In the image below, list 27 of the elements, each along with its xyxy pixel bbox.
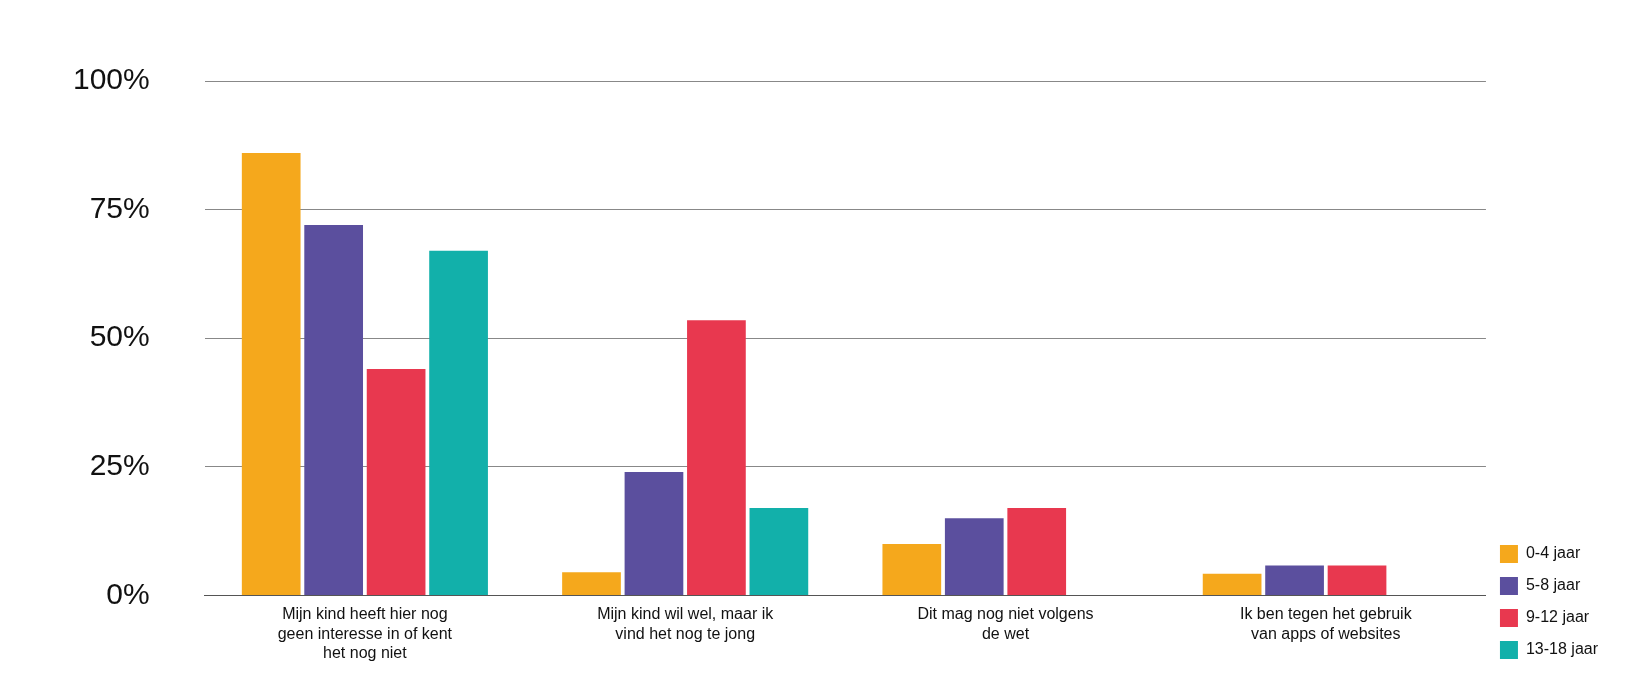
bar xyxy=(1202,573,1262,595)
y-tick-label: 0% xyxy=(106,576,150,610)
x-tick-label: Mijn kind heeft hier nog geen interesse in of kent het nog niet xyxy=(277,605,453,661)
bar xyxy=(1007,507,1067,595)
y-tick-label: 100% xyxy=(72,62,150,96)
bar xyxy=(882,543,942,595)
bar xyxy=(241,153,301,595)
bar xyxy=(1265,565,1324,595)
legend-label: 13-18 jaar xyxy=(1525,640,1599,658)
legend-label: 9-12 jaar xyxy=(1525,608,1590,626)
y-tick-label: 25% xyxy=(89,448,150,482)
bar xyxy=(624,471,684,595)
x-tick-label: Ik ben tegen het gebruik van apps of websites xyxy=(1239,605,1413,642)
legend-label: 5-8 jaar xyxy=(1525,576,1581,594)
y-tick-label: 50% xyxy=(89,319,150,353)
bar xyxy=(944,518,1004,595)
x-tick-label: Mijn kind wil wel, maar ik vind het nog te jong xyxy=(597,605,775,642)
bar xyxy=(562,572,621,595)
legend-label: 0-4 jaar xyxy=(1525,544,1581,562)
x-tick-label: Dit mag nog niet volgens de wet xyxy=(917,605,1094,642)
y-tick-label: 75% xyxy=(89,190,150,224)
bar xyxy=(687,320,746,595)
bar xyxy=(749,507,809,595)
bar xyxy=(304,225,364,595)
bar xyxy=(366,369,426,595)
bar xyxy=(1327,565,1387,595)
bar xyxy=(429,250,488,595)
